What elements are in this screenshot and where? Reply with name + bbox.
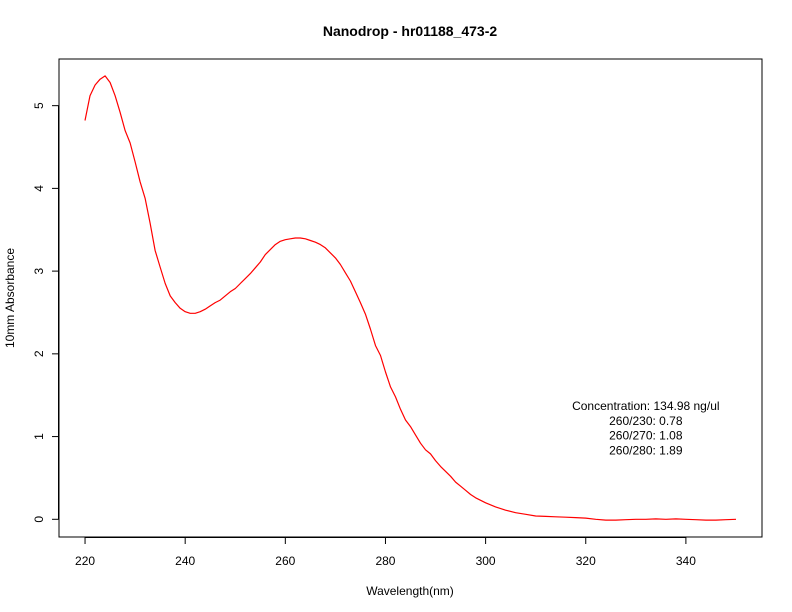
- series-group: [84, 75, 737, 521]
- x-tick-label: 340: [676, 554, 696, 568]
- x-axis: 220 240 260 280 300 320 340: [75, 537, 696, 568]
- x-axis-label: Wavelength(nm): [366, 584, 454, 598]
- y-axis-label: 10mm Absorbance: [3, 248, 17, 348]
- annotation-text: 260/230: 0.78: [609, 414, 683, 428]
- annotation-text: 260/270: 1.08: [609, 429, 683, 443]
- absorbance-series-line: [84, 75, 737, 521]
- y-axis: 0 1 2 3 4 5: [32, 102, 59, 523]
- x-tick-label: 240: [175, 554, 195, 568]
- x-tick-label: 300: [476, 554, 496, 568]
- y-tick-label: 0: [32, 516, 46, 523]
- x-tick-label: 320: [576, 554, 596, 568]
- y-tick-label: 4: [32, 185, 46, 192]
- annotation-text: Concentration: 134.98 ng/ul: [572, 399, 719, 413]
- x-tick-label: 280: [375, 554, 395, 568]
- x-tick-label: 260: [275, 554, 295, 568]
- y-tick-label: 5: [32, 102, 46, 109]
- chart-title: Nanodrop - hr01188_473-2: [323, 23, 498, 39]
- y-tick-label: 2: [32, 350, 46, 357]
- x-tick-label: 220: [75, 554, 95, 568]
- y-tick-label: 1: [32, 433, 46, 440]
- annotation-text: 260/280: 1.89: [609, 444, 683, 458]
- y-tick-label: 3: [32, 267, 46, 274]
